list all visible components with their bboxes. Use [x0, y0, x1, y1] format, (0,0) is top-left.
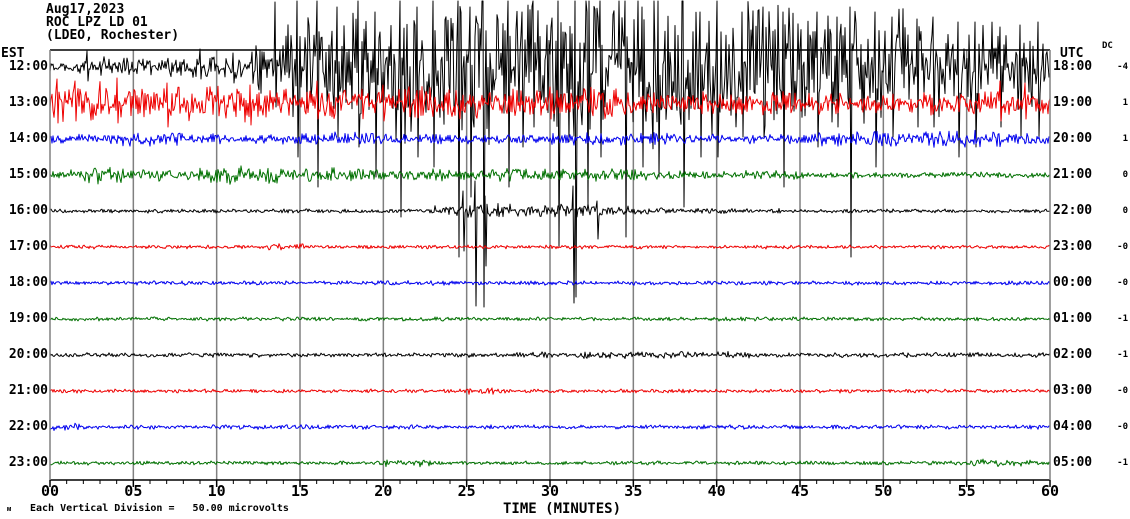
- seismogram-trace-2000: [49, 351, 1051, 359]
- seismogram-trace-1500: [49, 165, 1051, 185]
- utc-hour-label: 18:00: [1053, 59, 1093, 74]
- est-hour-label: 17:00: [8, 239, 48, 254]
- dc-column-label: DC: [1102, 41, 1113, 51]
- est-hour-label: 15:00: [8, 167, 48, 182]
- x-tick-label: 05: [124, 482, 143, 500]
- utc-hour-label: 00:00: [1053, 275, 1093, 290]
- utc-hour-label: 01:00: [1053, 311, 1093, 326]
- seismogram-trace-2100: [49, 387, 1051, 395]
- x-tick-label: 60: [1040, 482, 1060, 500]
- dc-offset-value: -4: [1117, 62, 1128, 72]
- seismogram-trace-1300: [49, 77, 1051, 128]
- x-tick-label: 00: [40, 482, 60, 500]
- utc-hour-label: 02:00: [1053, 347, 1093, 362]
- dc-offset-value: 1: [1122, 134, 1128, 144]
- vertical-division-footer: Each Vertical Division = 50.00 microvolt…: [30, 503, 289, 514]
- est-hour-label: 13:00: [8, 95, 48, 110]
- waveform-traces: [49, 0, 1051, 468]
- dc-offset-value: 0: [1122, 170, 1128, 180]
- dc-offset-value: -1: [1117, 350, 1128, 360]
- utc-hour-label: 03:00: [1053, 383, 1093, 398]
- x-axis-ticks: [49, 480, 1051, 487]
- x-tick-label: 10: [207, 482, 226, 500]
- seismogram-trace-1900: [49, 316, 1051, 322]
- est-hour-label: 19:00: [8, 311, 48, 326]
- utc-hour-label: 19:00: [1053, 95, 1093, 110]
- seismogram-trace-1700: [49, 243, 1051, 251]
- dc-offset-value: -0: [1117, 386, 1128, 396]
- x-tick-label: 50: [874, 482, 893, 500]
- dc-offset-value: -0: [1117, 422, 1128, 432]
- est-hour-label: 20:00: [8, 347, 48, 362]
- x-tick-label: 40: [707, 482, 726, 500]
- seismogram-trace-1800: [49, 280, 1051, 286]
- seismogram-trace-2300: [49, 458, 1051, 468]
- x-tick-label: 45: [790, 482, 810, 500]
- x-tick-label: 20: [374, 482, 393, 500]
- x-axis-title: TIME (MINUTES): [502, 501, 622, 517]
- x-tick-label: 15: [290, 482, 310, 500]
- utc-hour-label: 20:00: [1053, 131, 1093, 146]
- seismogram-trace-1400: [49, 129, 1051, 148]
- seismogram-trace-2200: [49, 422, 1051, 431]
- est-hour-label: 23:00: [8, 455, 48, 470]
- dc-offset-value: 1: [1122, 98, 1128, 108]
- est-hour-label: 22:00: [8, 419, 48, 434]
- header-station-code: ROC LPZ LD 01: [46, 15, 148, 30]
- x-tick-label: 35: [624, 482, 643, 500]
- est-hour-label: 18:00: [8, 275, 48, 290]
- est-hour-label: 16:00: [8, 203, 48, 218]
- header-station-location: (LDEO, Rochester): [46, 28, 180, 43]
- utc-hour-label: 22:00: [1053, 203, 1093, 218]
- left-timezone-label: EST: [1, 46, 25, 61]
- right-timezone-label: UTC: [1060, 46, 1084, 61]
- seismogram-trace-1200: [49, 0, 1051, 308]
- est-hour-label: 14:00: [8, 131, 48, 146]
- dc-offset-value: -0: [1117, 242, 1128, 252]
- dc-offset-value: 0: [1122, 206, 1128, 216]
- x-tick-label: 25: [457, 482, 476, 500]
- utc-hour-label: 23:00: [1053, 239, 1093, 254]
- est-hour-label: 21:00: [8, 383, 48, 398]
- x-tick-label: 55: [957, 482, 976, 500]
- utc-hour-label: 04:00: [1053, 419, 1093, 434]
- scale-marker-icon: ᴍ: [7, 505, 12, 513]
- est-hour-label: 12:00: [8, 59, 48, 74]
- header-date: Aug17,2023: [46, 2, 125, 17]
- utc-hour-label: 05:00: [1053, 455, 1093, 470]
- dc-offset-value: -1: [1117, 314, 1128, 324]
- dc-offset-value: -0: [1117, 278, 1128, 288]
- x-tick-label: 30: [540, 482, 560, 500]
- seismogram-trace-1600: [49, 180, 1051, 307]
- dc-offset-value: -1: [1117, 458, 1128, 468]
- utc-hour-label: 21:00: [1053, 167, 1093, 182]
